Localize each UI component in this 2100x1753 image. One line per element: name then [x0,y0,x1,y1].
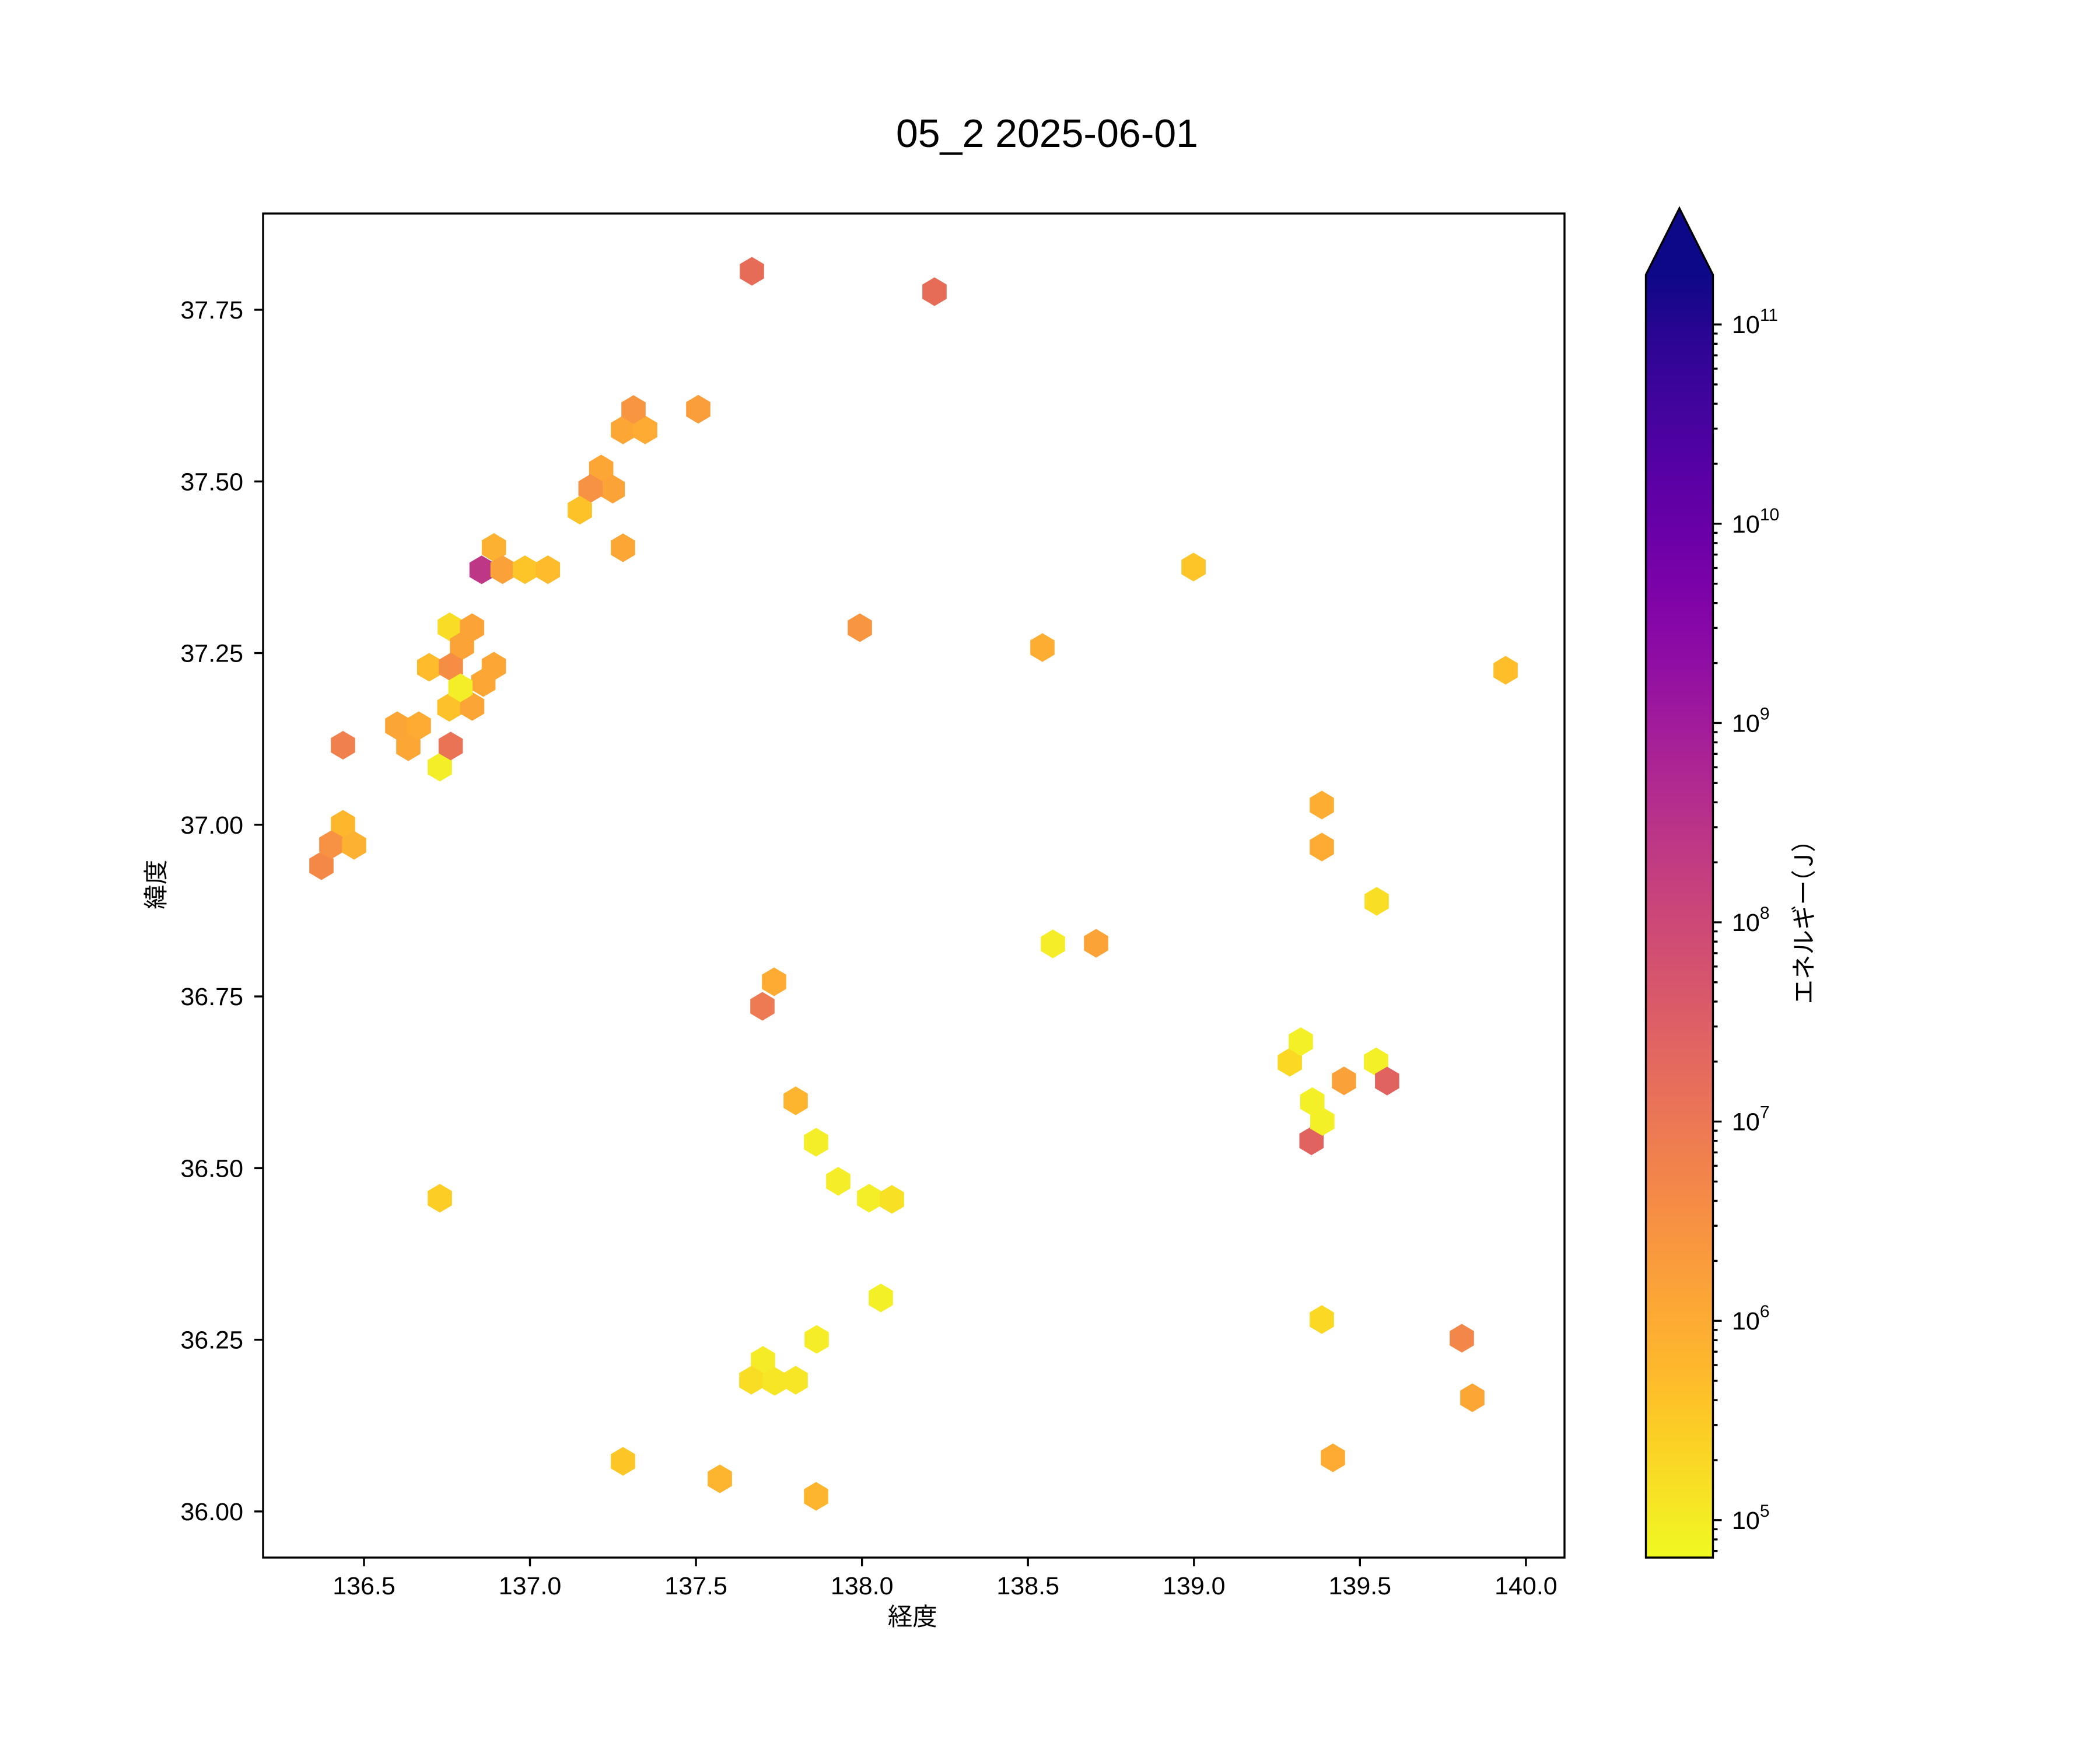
svg-text:37.00: 37.00 [180,811,243,839]
svg-text:109: 109 [1732,704,1770,737]
svg-text:1010: 1010 [1732,505,1779,538]
svg-text:37.25: 37.25 [180,640,243,668]
svg-text:36.00: 36.00 [180,1498,243,1526]
svg-text:139.0: 139.0 [1163,1572,1226,1600]
svg-text:140.0: 140.0 [1494,1572,1558,1600]
svg-text:139.5: 139.5 [1328,1572,1391,1600]
svg-text:137.0: 137.0 [499,1572,562,1600]
svg-text:137.5: 137.5 [664,1572,727,1600]
svg-text:36.50: 36.50 [180,1154,243,1182]
svg-text:138.5: 138.5 [996,1572,1059,1600]
svg-text:36.75: 36.75 [180,983,243,1011]
svg-text:37.50: 37.50 [180,468,243,496]
svg-text:05_2 2025-06-01: 05_2 2025-06-01 [896,111,1198,156]
svg-text:37.75: 37.75 [180,296,243,324]
svg-text:138.0: 138.0 [831,1572,894,1600]
svg-text:36.25: 36.25 [180,1327,243,1355]
svg-text:136.5: 136.5 [332,1572,396,1600]
